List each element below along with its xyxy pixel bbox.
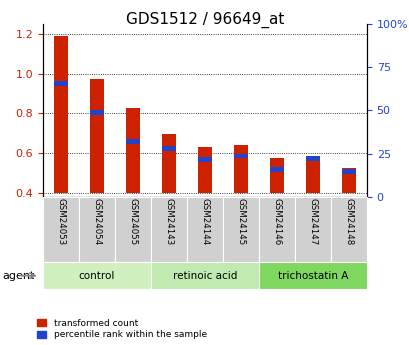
- Text: control: control: [79, 271, 115, 280]
- Bar: [162, 134, 176, 193]
- Text: GSM24146: GSM24146: [272, 198, 281, 246]
- Bar: [126, 139, 140, 144]
- Bar: [197, 147, 212, 193]
- Bar: [54, 36, 68, 193]
- Text: agent: agent: [2, 271, 34, 280]
- Bar: [305, 157, 319, 161]
- Bar: [269, 158, 283, 193]
- Bar: [90, 110, 104, 115]
- Bar: [126, 108, 140, 193]
- Bar: [305, 158, 319, 193]
- Bar: [233, 145, 247, 193]
- Text: GSM24145: GSM24145: [236, 198, 245, 246]
- Text: GSM24144: GSM24144: [200, 198, 209, 246]
- Bar: [197, 157, 212, 162]
- Text: trichostatin A: trichostatin A: [277, 271, 347, 280]
- Text: GSM24148: GSM24148: [344, 198, 353, 246]
- Text: GSM24055: GSM24055: [128, 198, 137, 246]
- Text: GSM24053: GSM24053: [56, 198, 65, 246]
- Text: GSM24054: GSM24054: [92, 198, 101, 246]
- Bar: [341, 169, 355, 174]
- Text: GDS1512 / 96649_at: GDS1512 / 96649_at: [126, 12, 283, 28]
- Bar: [233, 154, 247, 158]
- Legend: transformed count, percentile rank within the sample: transformed count, percentile rank withi…: [37, 319, 206, 339]
- Bar: [269, 167, 283, 172]
- Bar: [90, 79, 104, 193]
- Text: GSM24143: GSM24143: [164, 198, 173, 246]
- Text: retinoic acid: retinoic acid: [172, 271, 237, 280]
- Text: GSM24147: GSM24147: [308, 198, 317, 246]
- Bar: [341, 168, 355, 193]
- Bar: [54, 81, 68, 86]
- Bar: [162, 146, 176, 150]
